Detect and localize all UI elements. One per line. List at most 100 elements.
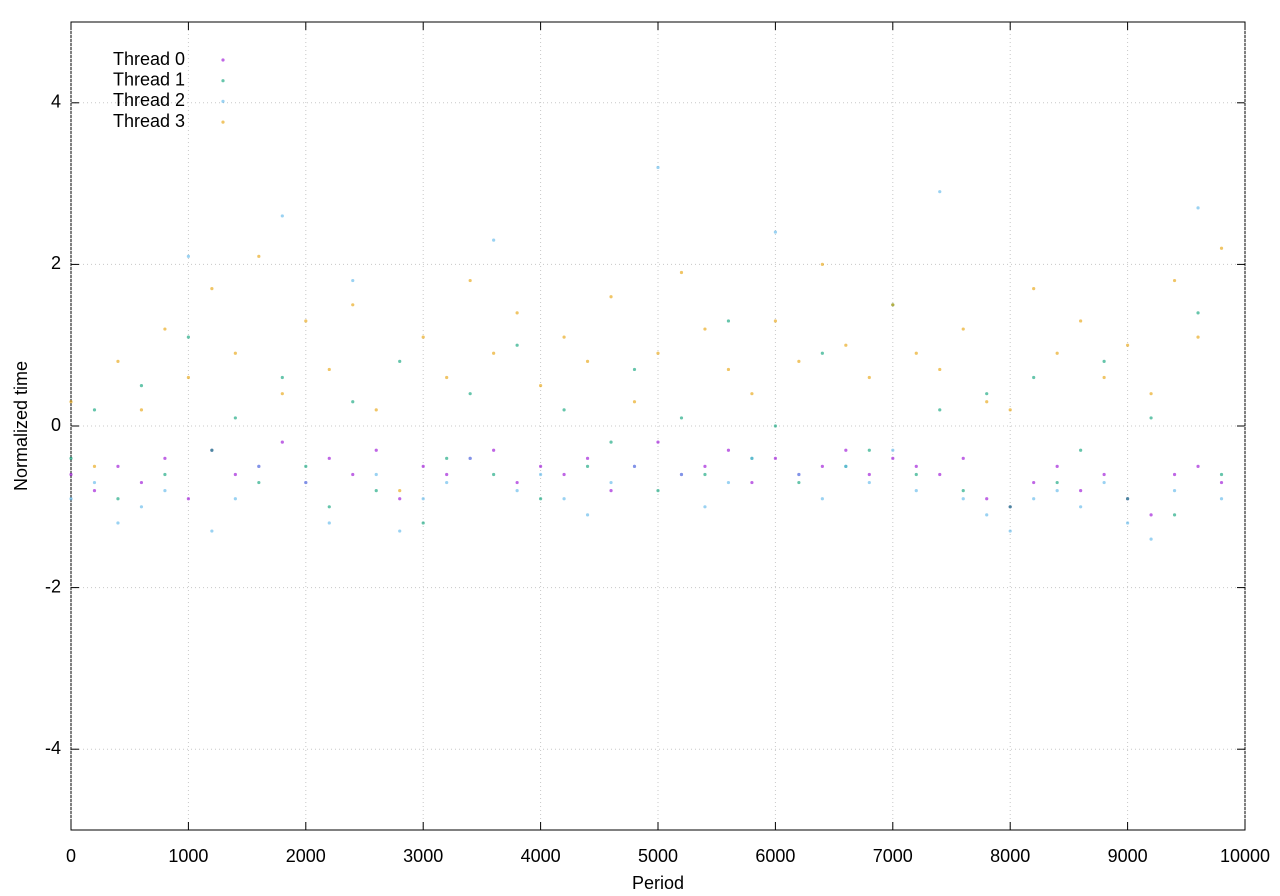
point: [679, 416, 684, 420]
point: [351, 278, 355, 283]
point: [679, 472, 684, 477]
point: [186, 497, 190, 501]
point: [914, 472, 918, 477]
point: [985, 400, 989, 404]
point: [585, 513, 590, 517]
point: [867, 480, 871, 485]
point: [351, 400, 355, 404]
point: [445, 480, 449, 485]
point: [1102, 375, 1106, 380]
point: [867, 472, 871, 477]
point: [233, 416, 237, 420]
point: [585, 456, 590, 460]
point: [844, 464, 848, 468]
point: [961, 456, 965, 460]
point: [1055, 464, 1059, 468]
point: [257, 464, 261, 468]
point: [257, 480, 261, 485]
point: [938, 472, 942, 477]
point: [327, 456, 331, 460]
point: [186, 254, 190, 258]
legend-marker: [221, 120, 225, 124]
point: [656, 489, 660, 493]
point: [961, 489, 965, 493]
point: [609, 489, 613, 493]
point: [492, 448, 496, 452]
point: [445, 472, 449, 477]
point: [280, 440, 284, 444]
point: [562, 472, 566, 477]
point: [233, 351, 237, 355]
point: [1126, 343, 1130, 347]
point: [1196, 311, 1200, 315]
point: [421, 335, 425, 339]
point: [820, 262, 824, 266]
point: [492, 472, 496, 477]
point: [797, 480, 801, 485]
point: [750, 392, 754, 396]
point: [656, 351, 660, 355]
point: [374, 489, 378, 493]
point: [1032, 497, 1036, 501]
x-tick-label: 1000: [168, 846, 208, 866]
point: [891, 303, 895, 307]
point: [398, 489, 402, 493]
point: [445, 375, 449, 380]
point: [844, 448, 848, 452]
point: [304, 480, 308, 485]
point: [1032, 287, 1036, 291]
point: [914, 464, 918, 468]
point: [867, 375, 871, 380]
point: [1219, 480, 1224, 485]
point: [539, 464, 543, 468]
point: [139, 408, 144, 412]
point: [985, 392, 989, 396]
point: [773, 319, 778, 323]
point: [1079, 505, 1083, 509]
point: [1055, 489, 1059, 493]
x-tick-label: 2000: [286, 846, 326, 866]
point: [938, 190, 942, 194]
point: [492, 351, 496, 355]
point: [210, 287, 214, 291]
point: [539, 472, 543, 477]
point: [703, 472, 707, 477]
point: [703, 464, 707, 468]
point: [750, 480, 754, 485]
point: [139, 505, 144, 509]
point: [139, 384, 144, 388]
point: [562, 335, 566, 339]
point: [374, 448, 378, 452]
x-axis-label: Period: [632, 873, 684, 893]
legend-label: Thread 3: [113, 111, 185, 131]
y-tick-label: 4: [51, 92, 61, 112]
point: [116, 497, 120, 501]
point: [1126, 521, 1130, 525]
point: [726, 319, 731, 323]
point: [327, 521, 331, 525]
point: [163, 456, 167, 460]
point: [280, 214, 284, 218]
point: [280, 392, 284, 396]
point: [1149, 537, 1153, 541]
point: [609, 440, 613, 444]
point: [797, 472, 801, 477]
point: [1102, 480, 1106, 485]
point: [257, 254, 261, 258]
x-tick-label: 10000: [1220, 846, 1270, 866]
point: [1149, 392, 1153, 396]
point: [891, 448, 895, 452]
point: [797, 359, 801, 363]
point: [1219, 472, 1224, 477]
legend-marker: [221, 79, 225, 83]
point: [1219, 497, 1224, 501]
point: [69, 456, 73, 460]
point: [1172, 472, 1177, 477]
point: [632, 400, 637, 404]
point: [632, 367, 637, 372]
point: [398, 529, 402, 533]
point: [773, 424, 778, 428]
point: [1219, 246, 1224, 250]
